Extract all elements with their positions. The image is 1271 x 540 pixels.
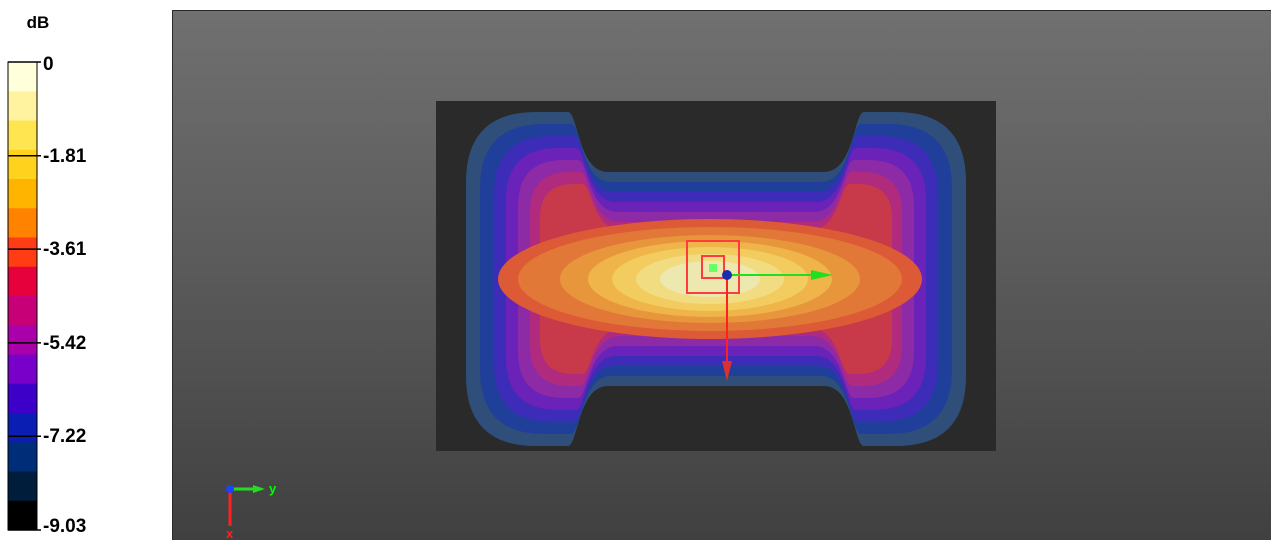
local-x-axis-arrow: [722, 361, 732, 381]
legend-band: [8, 179, 37, 209]
legend-band: [8, 500, 37, 531]
triad-y-arrow: [253, 485, 265, 493]
legend-band: [8, 120, 37, 151]
probe-outer-square: [686, 240, 740, 294]
legend-tick-label: 0: [43, 54, 54, 75]
color-scale-legend: 0 -1.81 -3.61 -5.42 -7.22 -9.03 dB: [0, 0, 170, 539]
legend-band: [8, 91, 37, 121]
contour-field: [466, 112, 966, 446]
field-map-scene[interactable]: y x: [173, 11, 1271, 540]
orientation-triad: y x: [226, 481, 277, 540]
legend-band: [8, 266, 37, 297]
probe-inner-square: [701, 255, 725, 279]
triad-z-axis: [226, 485, 234, 493]
probe-marker[interactable]: [686, 240, 740, 294]
3d-viewport[interactable]: y x: [172, 10, 1271, 540]
legend-tick-label: -1.81: [43, 146, 87, 167]
legend-band: [8, 208, 37, 238]
legend-tick-label: -7.22: [43, 426, 86, 447]
legend-band: [8, 354, 37, 385]
legend-band: [8, 442, 37, 472]
triad-y-label: y: [269, 481, 277, 496]
legend-ticks: 0 -1.81 -3.61 -5.42 -7.22 -9.03: [8, 54, 87, 537]
legend-unit-label: dB: [27, 13, 50, 32]
triad-x-label: x: [226, 526, 234, 540]
legend-band: [8, 413, 37, 443]
legend-band: [8, 237, 37, 268]
probe-center-dot: [709, 264, 717, 272]
local-origin-dot: [722, 270, 732, 280]
legend-band: [8, 149, 37, 180]
legend-band: [8, 296, 37, 326]
legend-graphic: 0 -1.81 -3.61 -5.42 -7.22 -9.03 dB: [7, 13, 87, 537]
legend-tick-label: -9.03: [43, 516, 86, 537]
local-axes: [722, 270, 833, 381]
legend-bands: [7, 61, 38, 531]
local-y-axis-arrow: [811, 270, 833, 280]
legend-band: [8, 325, 37, 355]
legend-tick-label: -5.42: [43, 333, 86, 354]
legend-band: [8, 471, 37, 502]
legend-tick-label: -3.61: [43, 239, 87, 260]
legend-band: [8, 383, 37, 414]
legend-band: [8, 62, 37, 92]
